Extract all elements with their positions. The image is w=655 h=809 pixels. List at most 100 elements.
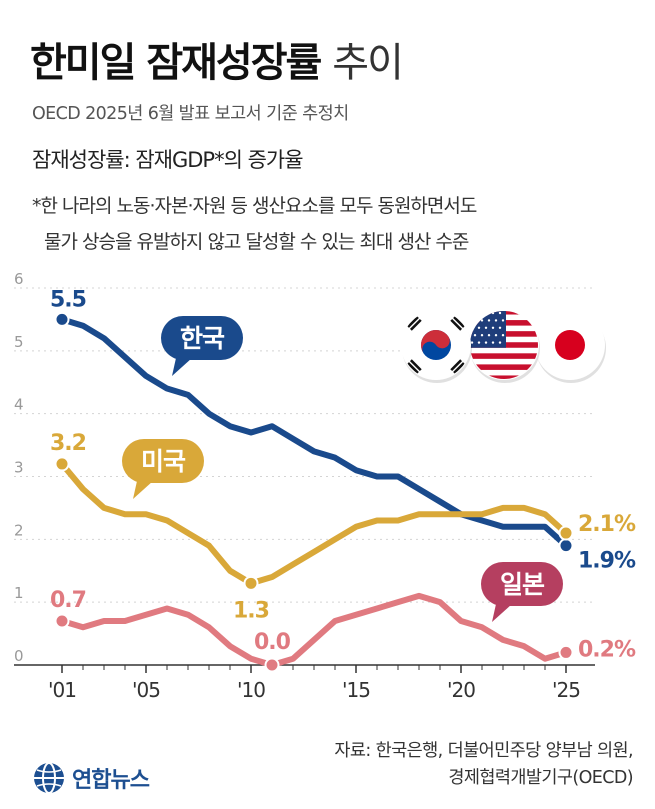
yonhap-logo: 연합뉴스 [32,758,150,798]
korea-flag-taeguk-red [421,330,450,354]
end-marker-japan [558,644,574,660]
y-tick-label-0: 0 [14,647,24,665]
label-usa-end: 2.1% [578,512,636,537]
south-korea-flag [401,310,472,383]
min-marker-japan [264,657,280,673]
usa-flag-star-4-1 [477,341,481,344]
usa-flag-star-0-1 [477,311,481,315]
x-tick-label-2020: '20 [447,678,475,702]
south-korea-flag-inner [402,311,470,379]
callout-korea: 한국 [161,316,243,376]
callout-korea-text: 한국 [180,324,225,353]
label-usa-start: 3.2 [50,431,86,456]
callout-japan-tail [492,604,512,622]
usa-flag-stripe-11 [470,369,538,376]
line-japan [59,592,569,668]
x-tick-label-2001: '01 [48,678,76,702]
start-marker-usa [54,456,70,472]
usa-flag-star-1-0 [473,319,477,322]
y-tick-label-6: 6 [14,270,24,288]
usa-flag-star-3-3 [494,334,498,337]
label-usa-min: 1.3 [233,598,269,623]
callout-usa: 미국 [122,439,204,499]
japan-flag [535,310,606,383]
usa-flag-star-2-0 [470,326,474,329]
y-tick-label-5: 5 [14,333,24,351]
label-japan-start: 0.7 [50,588,86,613]
source-line: OECD 2025년 6월 발표 보고서 기준 추정치 [32,104,349,124]
korea-flag-trigram-3-2 [450,359,463,372]
start-marker-korea [54,311,70,327]
usa-flag-star-0-0 [470,311,474,315]
data-label-group: 5.5 1.9% 3.2 1.3 2.1% 0.7 0.0 0.2% [50,287,637,662]
start-marker-japan [54,613,70,629]
credit-line-2: 경제협력개발기구(OECD) [448,768,633,788]
usa-flag-stripe-7 [470,347,538,354]
usa-flag-star-1-4 [501,319,505,322]
y-tick-label-1: 1 [14,584,24,602]
credit-line-1: 자료: 한국은행, 더불어민주당 양부남 의원, [334,741,633,761]
callout-japan-text: 일본 [500,570,545,599]
y-tick-label-4: 4 [14,396,24,414]
usa-flag-star-4-4 [498,341,502,344]
callout-korea-tail [172,358,192,376]
callout-japan: 일본 [481,562,563,622]
korea-flag-trigram-1-2 [450,318,463,331]
label-japan-min: 0.0 [254,630,291,655]
title-main: 한미일 잠재성장률 [30,40,322,86]
yonhap-logo-icon [34,762,64,794]
korea-flag-trigram-0-1 [407,316,419,328]
korea-flag-trigram-2-2 [409,359,422,372]
callout-usa-text: 미국 [141,447,186,476]
y-tick-label-2: 2 [14,521,24,539]
footnote-line-1: *한 나라의 노동·자본·자원 등 생산요소를 모두 동원하면서도 [32,195,477,217]
y-axis: 0 1 2 3 4 5 6 [14,270,24,665]
x-tick-label-2005: '05 [132,678,160,702]
korea-flag-trigram-0-2 [409,318,422,331]
label-japan-end: 0.2% [578,637,636,662]
usa-flag-inner [470,311,538,379]
usa-flag-star-1-3 [494,319,498,322]
chart-grid [14,287,595,603]
label-korea-start: 5.5 [50,287,86,312]
min-marker-usa [243,575,259,591]
korea-flag-trigram-1-1 [453,316,465,328]
logo-text: 연합뉴스 [72,768,150,793]
usa-flag-star-3-2 [487,334,491,337]
line-usa [59,460,569,587]
callout-korea-body [161,316,243,360]
series-group [54,311,574,673]
end-marker-korea [558,538,574,554]
x-tick-label-2015: '15 [342,678,370,702]
x-tick-label-2025: '25 [552,678,580,702]
usa-flag-star-0-2 [484,311,488,315]
usa-flag-star-4-3 [491,341,495,344]
x-tick-label-2010: '10 [237,678,265,702]
usa-flag [469,310,540,383]
usa-flag-star-4-2 [484,341,488,344]
footnote: *한 나라의 노동·자본·자원 등 생산요소를 모두 동원하면서도 물가 상승을… [32,188,477,260]
usa-flag-star-3-4 [501,334,505,337]
korea-flag-trigram-2-1 [407,362,419,374]
usa-flag-star-4-0 [470,341,474,344]
usa-flag-star-1-1 [480,319,484,322]
line-korea [59,316,569,549]
page-title: 한미일 잠재성장률 추이 [30,30,404,88]
usa-flag-star-2-2 [484,326,488,329]
flag-group [401,310,606,383]
label-korea-end: 1.9% [578,549,636,574]
end-marker-usa [558,525,574,541]
title-sub: 추이 [332,40,404,86]
credit-block: 자료: 한국은행, 더불어민주당 양부남 의원, 경제협력개발기구(OECD) [334,738,633,792]
usa-flag-star-3-1 [480,334,484,337]
usa-flag-star-2-4 [498,326,502,329]
usa-flag-star-2-1 [477,326,481,329]
x-axis: '01 '05 '10 '15 '20 '25 [14,664,595,702]
callout-japan-body [481,562,563,606]
y-tick-label-3: 3 [14,459,24,477]
usa-flag-star-3-0 [473,334,477,337]
callout-usa-body [122,439,204,483]
footnote-line-2: 물가 상승을 유발하지 않고 달성할 수 있는 최대 생산 수준 [44,231,469,253]
